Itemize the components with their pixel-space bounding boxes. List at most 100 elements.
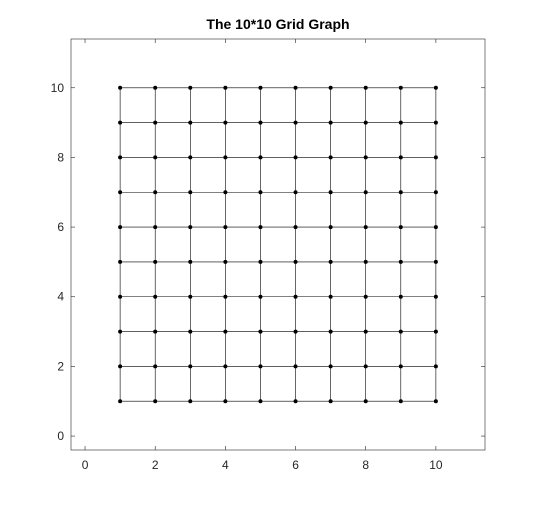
graph-node <box>328 155 333 160</box>
graph-node <box>258 294 263 299</box>
graph-node <box>118 120 123 125</box>
graph-node <box>328 364 333 369</box>
graph-node <box>118 190 123 195</box>
graph-node <box>363 190 368 195</box>
graph-node <box>328 225 333 230</box>
graph-node <box>118 259 123 264</box>
graph-node <box>328 190 333 195</box>
graph-node <box>328 85 333 90</box>
graph-node <box>223 364 228 369</box>
y-tick-label: 8 <box>57 150 64 164</box>
graph-node <box>153 155 158 160</box>
x-tick-label: 2 <box>152 458 159 472</box>
x-axis-tick-labels: 0 2 4 6 8 10 <box>82 458 443 472</box>
graph-node <box>328 259 333 264</box>
graph-node <box>293 190 298 195</box>
graph-node <box>258 85 263 90</box>
graph-node <box>223 399 228 404</box>
graph-node <box>363 155 368 160</box>
graph-node <box>153 399 158 404</box>
graph-node <box>433 190 438 195</box>
graph-node <box>293 120 298 125</box>
graph-node <box>153 190 158 195</box>
graph-node <box>433 364 438 369</box>
graph-node <box>188 329 193 334</box>
graph-node <box>363 120 368 125</box>
graph-node <box>153 120 158 125</box>
graph-node <box>328 329 333 334</box>
graph-node <box>433 155 438 160</box>
graph-node <box>398 364 403 369</box>
graph-node <box>258 155 263 160</box>
graph-node <box>363 225 368 230</box>
graph-node <box>118 294 123 299</box>
graph-node <box>188 364 193 369</box>
graph-node <box>153 364 158 369</box>
graph-node <box>433 329 438 334</box>
graph-node <box>258 364 263 369</box>
chart-title: The 10*10 Grid Graph <box>206 16 349 32</box>
graph-node <box>363 364 368 369</box>
x-tick-label: 6 <box>292 458 299 472</box>
graph-node <box>293 294 298 299</box>
graph-nodes <box>118 85 438 404</box>
graph-node <box>223 329 228 334</box>
graph-node <box>433 294 438 299</box>
graph-node <box>188 155 193 160</box>
graph-node <box>153 225 158 230</box>
graph-node <box>258 259 263 264</box>
graph-node <box>398 294 403 299</box>
graph-node <box>153 329 158 334</box>
x-tick-label: 10 <box>429 458 443 472</box>
graph-node <box>118 85 123 90</box>
y-tick-label: 6 <box>57 220 64 234</box>
graph-node <box>258 225 263 230</box>
graph-node <box>293 259 298 264</box>
graph-node <box>118 329 123 334</box>
graph-node <box>223 155 228 160</box>
x-tick-label: 8 <box>362 458 369 472</box>
graph-node <box>188 85 193 90</box>
graph-node <box>398 225 403 230</box>
graph-node <box>223 259 228 264</box>
graph-node <box>363 259 368 264</box>
graph-node <box>398 190 403 195</box>
graph-node <box>293 399 298 404</box>
x-tick-label: 4 <box>222 458 229 472</box>
graph-node <box>258 399 263 404</box>
y-tick-label: 0 <box>57 429 64 443</box>
graph-node <box>188 294 193 299</box>
graph-node <box>363 329 368 334</box>
graph-node <box>328 399 333 404</box>
graph-node <box>223 294 228 299</box>
graph-node <box>188 190 193 195</box>
graph-node <box>398 85 403 90</box>
graph-node <box>363 399 368 404</box>
graph-node <box>188 225 193 230</box>
graph-node <box>363 294 368 299</box>
graph-node <box>293 155 298 160</box>
graph-node <box>293 85 298 90</box>
graph-node <box>118 225 123 230</box>
graph-node <box>153 294 158 299</box>
graph-node <box>118 364 123 369</box>
graph-node <box>223 190 228 195</box>
y-axis-tick-labels: 0 2 4 6 8 10 <box>51 81 65 443</box>
graph-node <box>328 294 333 299</box>
graph-node <box>433 399 438 404</box>
graph-node <box>118 399 123 404</box>
y-tick-label: 10 <box>51 81 65 95</box>
graph-node <box>293 225 298 230</box>
axis-ticks <box>71 39 485 450</box>
graph-node <box>363 85 368 90</box>
graph-node <box>433 85 438 90</box>
graph-node <box>188 120 193 125</box>
graph-node <box>398 399 403 404</box>
graph-node <box>258 120 263 125</box>
graph-node <box>433 259 438 264</box>
graph-node <box>293 329 298 334</box>
graph-node <box>258 329 263 334</box>
graph-node <box>433 120 438 125</box>
y-tick-label: 4 <box>57 290 64 304</box>
graph-node <box>258 190 263 195</box>
